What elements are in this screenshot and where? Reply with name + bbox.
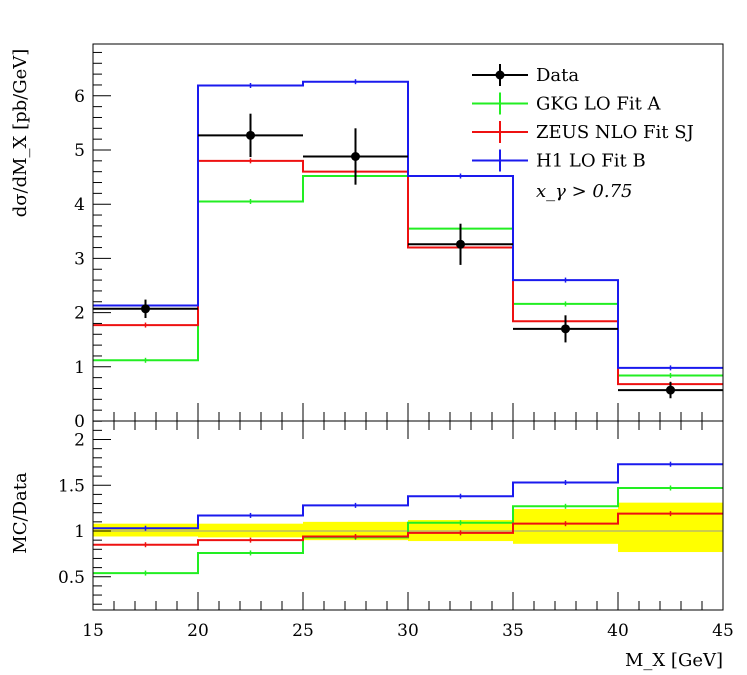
ratio-y-tick-label: 1: [74, 522, 85, 542]
data-point: [351, 152, 360, 162]
y-tick-label: 2: [74, 304, 85, 324]
ratio-gkg-lo-fit-a: [93, 486, 723, 575]
series-h1-lo-fit-b: [93, 80, 723, 369]
main-plot-area: [93, 79, 723, 399]
y-tick-label: 6: [74, 87, 85, 107]
data-point: [246, 130, 255, 140]
x-tick-label: 35: [502, 621, 524, 641]
x-tick-label: 45: [712, 621, 734, 641]
y-axis-title-main: dσ/dM_X [pb/GeV]: [10, 49, 31, 218]
legend: Data GKG LO Fit A ZEUS NLO Fit SJ H1 LO Fit…: [472, 64, 694, 202]
legend-label: Data: [536, 65, 579, 86]
x-tick-label: 15: [82, 621, 104, 641]
data-point: [561, 324, 570, 334]
uncertainty-band: [513, 509, 618, 544]
x-axis-title: M_X [GeV]: [625, 650, 723, 671]
y-tick-label: 0: [74, 412, 85, 432]
y-tick-label: 1: [74, 358, 85, 378]
x-tick-label: 20: [187, 621, 209, 641]
y-tick-label: 5: [74, 141, 85, 161]
legend-label: H1 LO Fit B: [536, 151, 646, 172]
legend-label: ZEUS NLO Fit SJ: [536, 122, 694, 143]
ratio-y-tick-label: 2: [74, 431, 85, 451]
ratio-plot-area: [93, 461, 723, 576]
y-tick-label: 3: [74, 249, 85, 269]
x-tick-label: 40: [607, 621, 629, 641]
cut-annotation: x_γ > 0.75: [536, 181, 633, 202]
ratio-zeus-nlo-fit-sj: [93, 512, 723, 546]
ratio-h1-lo-fit-b: [93, 463, 723, 530]
ratio-y-tick-label: 1.5: [58, 476, 85, 496]
legend-label: GKG LO Fit A: [536, 94, 662, 115]
legend-marker: [495, 70, 505, 80]
uncertainty-band: [618, 502, 723, 553]
y-tick-label: 4: [74, 195, 85, 215]
y-axis-title-ratio: MC/Data: [10, 472, 31, 554]
data-point: [456, 239, 465, 249]
data-point: [666, 385, 675, 395]
data-point: [141, 304, 150, 314]
ratio-y-tick-label: 0.5: [58, 568, 85, 588]
x-tick-label: 30: [397, 621, 419, 641]
x-tick-label: 25: [292, 621, 314, 641]
